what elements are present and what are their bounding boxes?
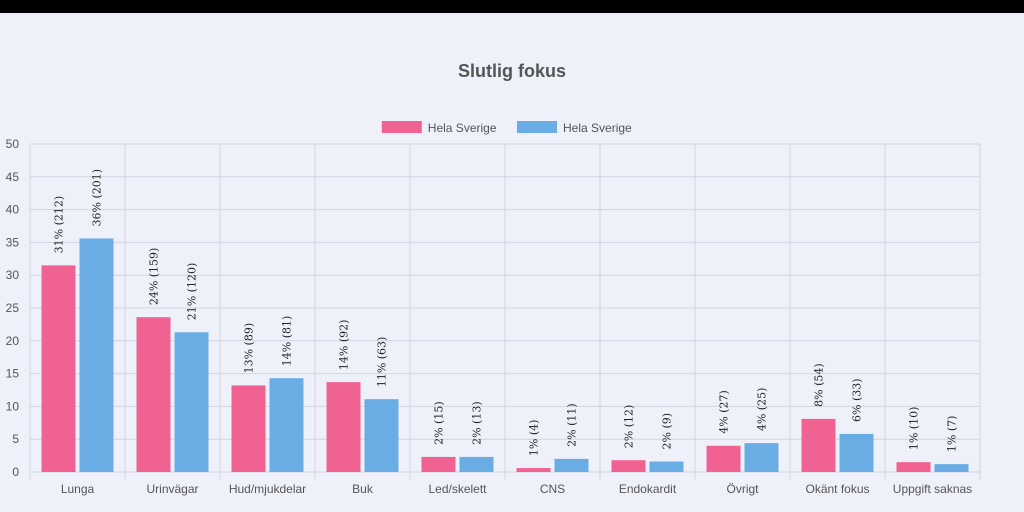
x-tick-label: Urinvägar — [146, 482, 198, 496]
bar — [459, 456, 494, 472]
data-label: 13% (89) — [243, 323, 256, 374]
bar — [801, 418, 836, 472]
data-label: 21% (120) — [186, 263, 199, 321]
y-tick-label: 45 — [6, 170, 20, 184]
bar — [421, 456, 456, 472]
y-tick-label: 0 — [12, 465, 19, 479]
data-label: 2% (12) — [623, 405, 636, 449]
data-label: 2% (11) — [566, 403, 579, 447]
x-tick-label: Hud/mjukdelar — [229, 482, 306, 496]
bar — [554, 458, 589, 472]
data-label: 2% (9) — [661, 413, 674, 450]
y-tick-label: 5 — [12, 432, 19, 446]
bar — [649, 461, 684, 472]
bar — [896, 462, 931, 472]
data-label: 11% (63) — [376, 337, 389, 388]
bar — [79, 238, 114, 472]
data-label: 1% (7) — [946, 416, 959, 453]
x-tick-label: Endokardit — [619, 482, 677, 496]
data-label: 2% (15) — [433, 401, 446, 445]
y-tick-label: 20 — [6, 334, 20, 348]
x-tick-label: Led/skelett — [428, 482, 487, 496]
y-tick-label: 10 — [6, 399, 20, 413]
data-label: 2% (13) — [471, 401, 484, 445]
chart-title: Slutlig fokus — [458, 61, 566, 81]
data-label: 14% (92) — [338, 320, 351, 371]
bar — [364, 399, 399, 472]
data-label: 4% (25) — [756, 388, 769, 432]
data-label: 31% (212) — [53, 196, 66, 254]
data-label: 8% (54) — [813, 363, 826, 407]
bar — [174, 332, 209, 472]
grid-lines — [29, 143, 981, 480]
data-label: 14% (81) — [281, 316, 294, 367]
y-tick-label: 50 — [6, 137, 20, 151]
y-tick-label: 40 — [6, 203, 20, 217]
x-tick-label: Okänt fokus — [805, 482, 869, 496]
bar — [326, 382, 361, 472]
axis-ticks: 0 5 10 15 20 25 30 35 40 45 50 Lunga Urinvägar Hud/mj… — [6, 137, 973, 496]
bar — [269, 378, 304, 472]
y-tick-label: 25 — [6, 301, 20, 315]
data-labels: 31% (212) 24% (159) 13% (89) 14% (92) 2% (15… — [53, 169, 959, 456]
x-tick-label: Lunga — [61, 482, 95, 496]
bar — [744, 443, 779, 472]
bar — [706, 445, 741, 472]
bars — [41, 238, 969, 472]
bar — [516, 468, 551, 472]
y-tick-label: 15 — [6, 367, 20, 381]
bar — [611, 460, 646, 472]
y-tick-label: 35 — [6, 235, 20, 249]
x-tick-label: Buk — [352, 482, 374, 496]
bar — [839, 433, 874, 472]
bar-chart: Slutlig fokus Hela Sverige Hela Sverige 3… — [6, 61, 981, 496]
data-label: 4% (27) — [718, 390, 731, 434]
data-label: 36% (201) — [91, 169, 104, 227]
y-tick-label: 30 — [6, 268, 20, 282]
legend-label: Hela Sverige — [563, 121, 632, 135]
data-label: 1% (4) — [528, 420, 541, 457]
data-label: 1% (10) — [908, 407, 921, 451]
bar — [136, 317, 171, 472]
bar — [41, 265, 76, 472]
legend: Hela Sverige Hela Sverige — [381, 121, 632, 135]
chart-panel: Slutlig fokus Hela Sverige Hela Sverige 3… — [0, 13, 1024, 512]
bar — [934, 464, 969, 472]
bar — [231, 385, 266, 472]
x-tick-label: CNS — [540, 482, 565, 496]
data-label: 24% (159) — [148, 248, 161, 306]
legend-swatch — [381, 121, 422, 133]
data-label: 6% (33) — [851, 378, 864, 422]
legend-label: Hela Sverige — [428, 121, 497, 135]
x-tick-label: Övrigt — [726, 482, 759, 496]
x-tick-label: Uppgift saknas — [893, 482, 972, 496]
legend-swatch — [517, 121, 557, 133]
